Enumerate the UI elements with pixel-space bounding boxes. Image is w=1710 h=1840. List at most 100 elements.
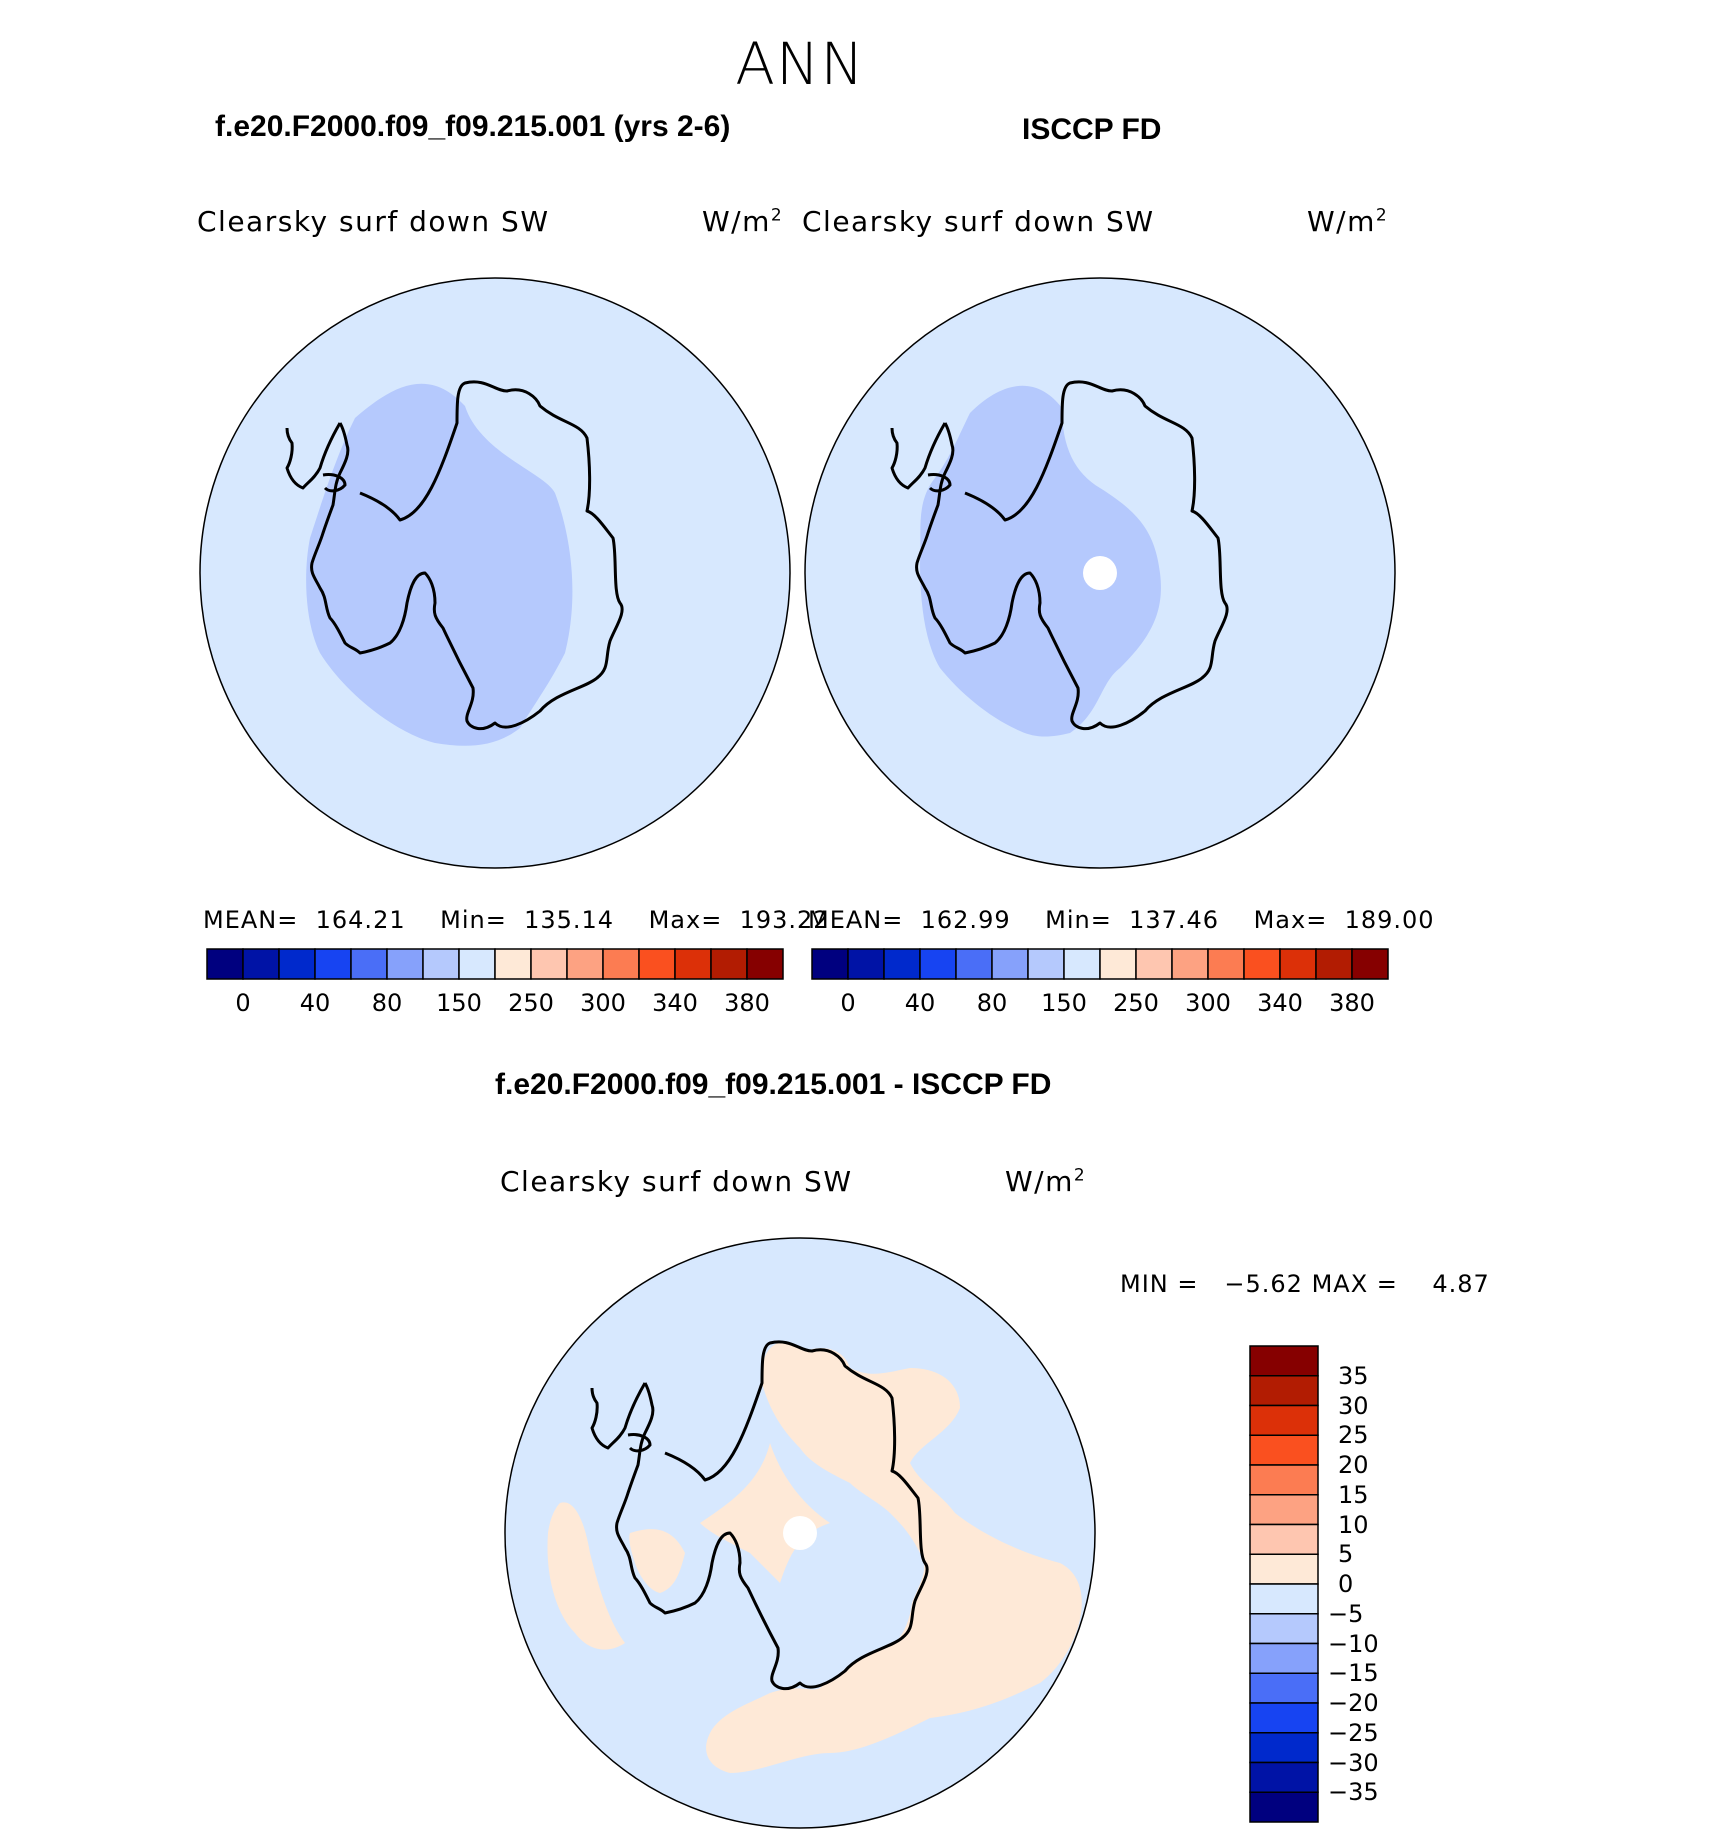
obs-case-title: ISCCP FD bbox=[1022, 113, 1162, 146]
colorbar-swatch bbox=[350, 948, 388, 980]
difference-peninsula-positive bbox=[629, 1529, 685, 1593]
colorbar-tick-label: −30 bbox=[1328, 1748, 1379, 1777]
difference-minmax: MIN = −5.62 MAX = 4.87 bbox=[1120, 1270, 1490, 1298]
colorbar-swatch bbox=[847, 948, 885, 980]
colorbar-tick-label: −5 bbox=[1328, 1599, 1364, 1628]
colorbar-swatch bbox=[991, 948, 1029, 980]
colorbar-swatch bbox=[710, 948, 748, 980]
difference-ice-shelf bbox=[627, 1433, 652, 1453]
colorbar-swatch bbox=[1249, 1345, 1319, 1377]
colorbar-swatch bbox=[1249, 1613, 1319, 1645]
colorbar-tick-label: −10 bbox=[1328, 1629, 1379, 1658]
obs-stats-line: MEAN= 162.99 Min= 137.46 Max= 189.00 bbox=[808, 906, 1435, 934]
model-colorbar bbox=[206, 948, 784, 980]
colorbar-swatch bbox=[278, 948, 316, 980]
model-peninsula bbox=[285, 422, 342, 490]
colorbar-tick-label: 40 bbox=[299, 989, 331, 1017]
colorbar-swatch bbox=[1249, 1732, 1319, 1764]
colorbar-swatch bbox=[1249, 1702, 1319, 1734]
colorbar-swatch bbox=[530, 948, 568, 980]
difference-colorbar-ticks: 35 30 25 20 15 10 5 0 −5 −10 −15 −20 −25 −30 −35 bbox=[1328, 1346, 1418, 1822]
colorbar-swatch bbox=[242, 948, 280, 980]
colorbar-swatch bbox=[1063, 948, 1101, 980]
colorbar-swatch bbox=[314, 948, 352, 980]
colorbar-tick-label: 340 bbox=[652, 989, 698, 1017]
colorbar-swatch bbox=[602, 948, 640, 980]
colorbar-swatch bbox=[1249, 1404, 1319, 1436]
difference-variable-label: Clearsky surf down SW bbox=[500, 1165, 853, 1198]
model-case-title: f.e20.F2000.f09_f09.215.001 (yrs 2-6) bbox=[215, 110, 731, 143]
colorbar-swatch bbox=[1249, 1375, 1319, 1407]
obs-map bbox=[804, 277, 1396, 869]
difference-west-positive bbox=[547, 1502, 625, 1650]
colorbar-tick-label: 340 bbox=[1257, 989, 1303, 1017]
colorbar-swatch bbox=[1171, 948, 1209, 980]
colorbar-swatch bbox=[566, 948, 604, 980]
colorbar-tick-label: 80 bbox=[976, 989, 1008, 1017]
colorbar-tick-label: −35 bbox=[1328, 1778, 1379, 1807]
colorbar-swatch bbox=[746, 948, 784, 980]
colorbar-tick-label: 0 bbox=[235, 989, 251, 1017]
colorbar-tick-label: 30 bbox=[1338, 1391, 1369, 1420]
colorbar-tick-label: 300 bbox=[1185, 989, 1231, 1017]
colorbar-tick-label: 25 bbox=[1338, 1421, 1369, 1450]
colorbar-swatch bbox=[811, 948, 849, 980]
colorbar-swatch bbox=[1099, 948, 1137, 980]
colorbar-tick-label: 20 bbox=[1338, 1451, 1369, 1479]
colorbar-swatch bbox=[422, 948, 460, 980]
obs-ice-shelf bbox=[927, 473, 952, 493]
obs-coastline bbox=[915, 380, 1229, 731]
difference-peninsula bbox=[590, 1382, 647, 1450]
difference-map bbox=[504, 1237, 1096, 1829]
model-ice-shelf bbox=[322, 473, 347, 493]
colorbar-swatch bbox=[1249, 1494, 1319, 1526]
colorbar-tick-label: 380 bbox=[724, 989, 770, 1017]
difference-coastline bbox=[615, 1340, 929, 1691]
colorbar-tick-label: 380 bbox=[1329, 989, 1375, 1017]
colorbar-swatch bbox=[206, 948, 244, 980]
colorbar-swatch bbox=[883, 948, 921, 980]
obs-colorbar bbox=[811, 948, 1389, 980]
model-map bbox=[199, 277, 791, 869]
colorbar-swatch bbox=[458, 948, 496, 980]
colorbar-swatch bbox=[1027, 948, 1065, 980]
colorbar-swatch bbox=[1249, 1761, 1319, 1793]
colorbar-swatch bbox=[1207, 948, 1245, 980]
colorbar-tick-label: 0 bbox=[840, 989, 856, 1017]
colorbar-swatch bbox=[919, 948, 957, 980]
colorbar-tick-label: 300 bbox=[580, 989, 626, 1017]
colorbar-swatch bbox=[1249, 1523, 1319, 1555]
colorbar-swatch bbox=[1249, 1672, 1319, 1704]
difference-title: f.e20.F2000.f09_f09.215.001 - ISCCP FD bbox=[495, 1068, 1052, 1101]
colorbar-swatch bbox=[1249, 1583, 1319, 1615]
obs-colorbar-ticks: 0 40 80 150 250 300 340 380 bbox=[812, 989, 1388, 1019]
obs-peninsula bbox=[890, 422, 947, 490]
model-stats-line: MEAN= 164.21 Min= 135.14 Max= 193.22 bbox=[203, 906, 830, 934]
colorbar-swatch bbox=[494, 948, 532, 980]
model-variable-label: Clearsky surf down SW bbox=[197, 205, 550, 238]
colorbar-tick-label: 250 bbox=[1113, 989, 1159, 1017]
colorbar-swatch bbox=[1249, 1553, 1319, 1585]
colorbar-tick-label: −25 bbox=[1328, 1718, 1379, 1747]
model-west-antarctica-region bbox=[306, 383, 573, 746]
season-title: ANN bbox=[735, 30, 865, 98]
colorbar-tick-label: 150 bbox=[436, 989, 482, 1017]
colorbar-tick-label: 5 bbox=[1338, 1540, 1354, 1569]
obs-variable-label: Clearsky surf down SW bbox=[802, 205, 1155, 238]
difference-colorbar bbox=[1249, 1345, 1319, 1823]
colorbar-tick-label: −20 bbox=[1328, 1689, 1379, 1717]
obs-pole-hole bbox=[1083, 556, 1117, 590]
colorbar-swatch bbox=[1243, 948, 1281, 980]
difference-units-label: W/m2 bbox=[1005, 1165, 1087, 1198]
colorbar-swatch bbox=[1249, 1642, 1319, 1674]
colorbar-tick-label: 0 bbox=[1338, 1570, 1354, 1598]
difference-wedge-positive bbox=[700, 1443, 830, 1583]
colorbar-tick-label: 35 bbox=[1338, 1361, 1369, 1390]
colorbar-swatch bbox=[386, 948, 424, 980]
colorbar-swatch bbox=[1249, 1791, 1319, 1823]
colorbar-tick-label: 10 bbox=[1338, 1510, 1369, 1539]
colorbar-swatch bbox=[1279, 948, 1317, 980]
difference-east-antarctica-positive bbox=[706, 1341, 1082, 1773]
obs-units-label: W/m2 bbox=[1307, 205, 1389, 238]
colorbar-tick-label: 250 bbox=[508, 989, 554, 1017]
